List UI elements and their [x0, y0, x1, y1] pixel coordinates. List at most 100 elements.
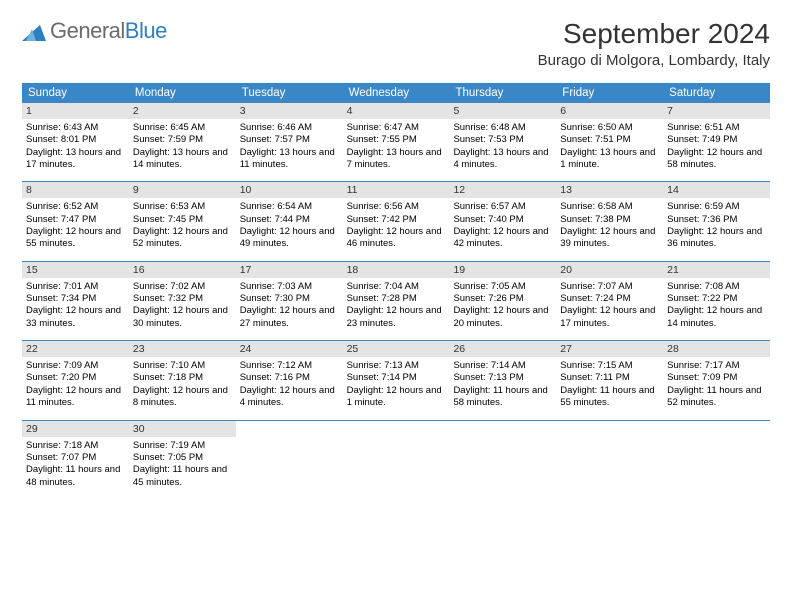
day-cell: 13 Sunrise: 6:58 AMSunset: 7:38 PMDayligh…	[556, 182, 663, 260]
brand-logo: GeneralBlue	[22, 18, 167, 44]
sunset-text: Sunset: 7:44 PM	[240, 214, 339, 226]
sunrise-text: Sunrise: 7:15 AM	[560, 360, 659, 372]
day-details: Sunrise: 6:57 AMSunset: 7:40 PMDaylight:…	[453, 201, 552, 250]
sunset-text: Sunset: 7:28 PM	[347, 293, 446, 305]
day-number: 11	[343, 182, 450, 198]
sunrise-text: Sunrise: 7:19 AM	[133, 440, 232, 452]
sunrise-text: Sunrise: 7:08 AM	[667, 281, 766, 293]
day-details: Sunrise: 6:54 AMSunset: 7:44 PMDaylight:…	[240, 201, 339, 250]
day-details: Sunrise: 7:12 AMSunset: 7:16 PMDaylight:…	[240, 360, 339, 409]
day-number: 6	[556, 103, 663, 119]
day-cell: 7Sunrise: 6:51 AMSunset: 7:49 PMDaylight…	[663, 103, 770, 181]
day-number: 1	[22, 103, 129, 119]
sunset-text: Sunset: 7:59 PM	[133, 134, 232, 146]
sunset-text: Sunset: 7:51 PM	[560, 134, 659, 146]
day-details: Sunrise: 6:58 AMSunset: 7:38 PMDaylight:…	[560, 201, 659, 250]
day-number: 20	[556, 262, 663, 278]
sunrise-text: Sunrise: 6:54 AM	[240, 201, 339, 213]
sunset-text: Sunset: 7:55 PM	[347, 134, 446, 146]
day-number: 23	[129, 341, 236, 357]
daylight-text: Daylight: 12 hours and 17 minutes.	[560, 305, 659, 330]
day-cell: 3Sunrise: 6:46 AMSunset: 7:57 PMDaylight…	[236, 103, 343, 181]
day-details: Sunrise: 6:56 AMSunset: 7:42 PMDaylight:…	[347, 201, 446, 250]
day-details: Sunrise: 6:50 AMSunset: 7:51 PMDaylight:…	[560, 122, 659, 171]
day-cell: 19Sunrise: 7:05 AMSunset: 7:26 PMDayligh…	[449, 262, 556, 340]
day-number: 21	[663, 262, 770, 278]
day-details: Sunrise: 7:15 AMSunset: 7:11 PMDaylight:…	[560, 360, 659, 409]
day-cell: 20 Sunrise: 7:07 AMSunset: 7:24 PMDayligh…	[556, 262, 663, 340]
day-details: Sunrise: 7:04 AMSunset: 7:28 PMDaylight:…	[347, 281, 446, 330]
sunrise-text: Sunrise: 7:14 AM	[453, 360, 552, 372]
day-details: Sunrise: 7:10 AMSunset: 7:18 PMDaylight:…	[133, 360, 232, 409]
daylight-text: Daylight: 13 hours and 1 minute.	[560, 147, 659, 172]
weekday-header: Monday	[129, 83, 236, 103]
day-number: 13	[556, 182, 663, 198]
sunset-text: Sunset: 7:09 PM	[667, 372, 766, 384]
day-number: 29	[22, 421, 129, 437]
day-number: 12	[449, 182, 556, 198]
daylight-text: Daylight: 12 hours and 46 minutes.	[347, 226, 446, 251]
day-details: Sunrise: 7:01 AMSunset: 7:34 PMDaylight:…	[26, 281, 125, 330]
daylight-text: Daylight: 12 hours and 52 minutes.	[133, 226, 232, 251]
sunset-text: Sunset: 7:32 PM	[133, 293, 232, 305]
day-cell: 23 Sunrise: 7:10 AMSunset: 7:18 PMDayligh…	[129, 341, 236, 419]
day-cell: 30Sunrise: 7:19 AMSunset: 7:05 PMDayligh…	[129, 421, 236, 499]
day-cell: 16Sunrise: 7:02 AMSunset: 7:32 PMDayligh…	[129, 262, 236, 340]
daylight-text: Daylight: 12 hours and 55 minutes.	[26, 226, 125, 251]
day-details: Sunrise: 7:02 AMSunset: 7:32 PMDaylight:…	[133, 281, 232, 330]
day-details: Sunrise: 7:03 AMSunset: 7:30 PMDaylight:…	[240, 281, 339, 330]
weekday-header: Sunday	[22, 83, 129, 103]
logo-mark-icon	[22, 21, 46, 41]
day-cell: 1Sunrise: 6:43 AMSunset: 8:01 PMDaylight…	[22, 103, 129, 181]
day-number: 9	[129, 182, 236, 198]
day-number: 8	[22, 182, 129, 198]
week-row: 8Sunrise: 6:52 AMSunset: 7:47 PMDaylight…	[22, 182, 770, 261]
weekday-header: Wednesday	[343, 83, 450, 103]
document-header: GeneralBlue September 2024 Burago di Mol…	[22, 18, 770, 69]
daylight-text: Daylight: 11 hours and 48 minutes.	[26, 464, 125, 489]
day-cell: 17 Sunrise: 7:03 AMSunset: 7:30 PMDayligh…	[236, 262, 343, 340]
daylight-text: Daylight: 13 hours and 14 minutes.	[133, 147, 232, 172]
day-number: 19	[449, 262, 556, 278]
sunrise-text: Sunrise: 7:13 AM	[347, 360, 446, 372]
week-row: 1Sunrise: 6:43 AMSunset: 8:01 PMDaylight…	[22, 103, 770, 182]
day-cell: 28Sunrise: 7:17 AMSunset: 7:09 PMDayligh…	[663, 341, 770, 419]
day-details: Sunrise: 7:07 AMSunset: 7:24 PMDaylight:…	[560, 281, 659, 330]
daylight-text: Daylight: 13 hours and 7 minutes.	[347, 147, 446, 172]
sunrise-text: Sunrise: 7:05 AM	[453, 281, 552, 293]
sunrise-text: Sunrise: 6:46 AM	[240, 122, 339, 134]
weekday-header: Friday	[556, 83, 663, 103]
weekday-header-row: SundayMondayTuesdayWednesdayThursdayFrid…	[22, 83, 770, 103]
sunrise-text: Sunrise: 6:43 AM	[26, 122, 125, 134]
title-block: September 2024 Burago di Molgora, Lombar…	[538, 18, 770, 69]
daylight-text: Daylight: 12 hours and 11 minutes.	[26, 385, 125, 410]
sunset-text: Sunset: 7:18 PM	[133, 372, 232, 384]
sunset-text: Sunset: 7:34 PM	[26, 293, 125, 305]
daylight-text: Daylight: 11 hours and 55 minutes.	[560, 385, 659, 410]
day-number: 22	[22, 341, 129, 357]
empty-cell	[236, 421, 343, 499]
month-title: September 2024	[538, 18, 770, 50]
day-number: 26	[449, 341, 556, 357]
day-cell: 24Sunrise: 7:12 AMSunset: 7:16 PMDayligh…	[236, 341, 343, 419]
weeks-container: 1Sunrise: 6:43 AMSunset: 8:01 PMDaylight…	[22, 103, 770, 499]
day-cell: 12 Sunrise: 6:57 AMSunset: 7:40 PMDayligh…	[449, 182, 556, 260]
sunrise-text: Sunrise: 7:04 AM	[347, 281, 446, 293]
sunset-text: Sunset: 7:49 PM	[667, 134, 766, 146]
weekday-header: Tuesday	[236, 83, 343, 103]
week-row: 29Sunrise: 7:18 AMSunset: 7:07 PMDayligh…	[22, 421, 770, 499]
day-cell: 4Sunrise: 6:47 AMSunset: 7:55 PMDaylight…	[343, 103, 450, 181]
day-details: Sunrise: 6:51 AMSunset: 7:49 PMDaylight:…	[667, 122, 766, 171]
day-cell: 15Sunrise: 7:01 AMSunset: 7:34 PMDayligh…	[22, 262, 129, 340]
daylight-text: Daylight: 12 hours and 20 minutes.	[453, 305, 552, 330]
day-details: Sunrise: 7:14 AMSunset: 7:13 PMDaylight:…	[453, 360, 552, 409]
sunset-text: Sunset: 7:14 PM	[347, 372, 446, 384]
day-cell: 2Sunrise: 6:45 AMSunset: 7:59 PMDaylight…	[129, 103, 236, 181]
day-cell: 11 Sunrise: 6:56 AMSunset: 7:42 PMDayligh…	[343, 182, 450, 260]
sunset-text: Sunset: 7:30 PM	[240, 293, 339, 305]
weekday-header: Saturday	[663, 83, 770, 103]
sunrise-text: Sunrise: 7:01 AM	[26, 281, 125, 293]
daylight-text: Daylight: 12 hours and 58 minutes.	[667, 147, 766, 172]
day-number: 17	[236, 262, 343, 278]
sunset-text: Sunset: 7:05 PM	[133, 452, 232, 464]
